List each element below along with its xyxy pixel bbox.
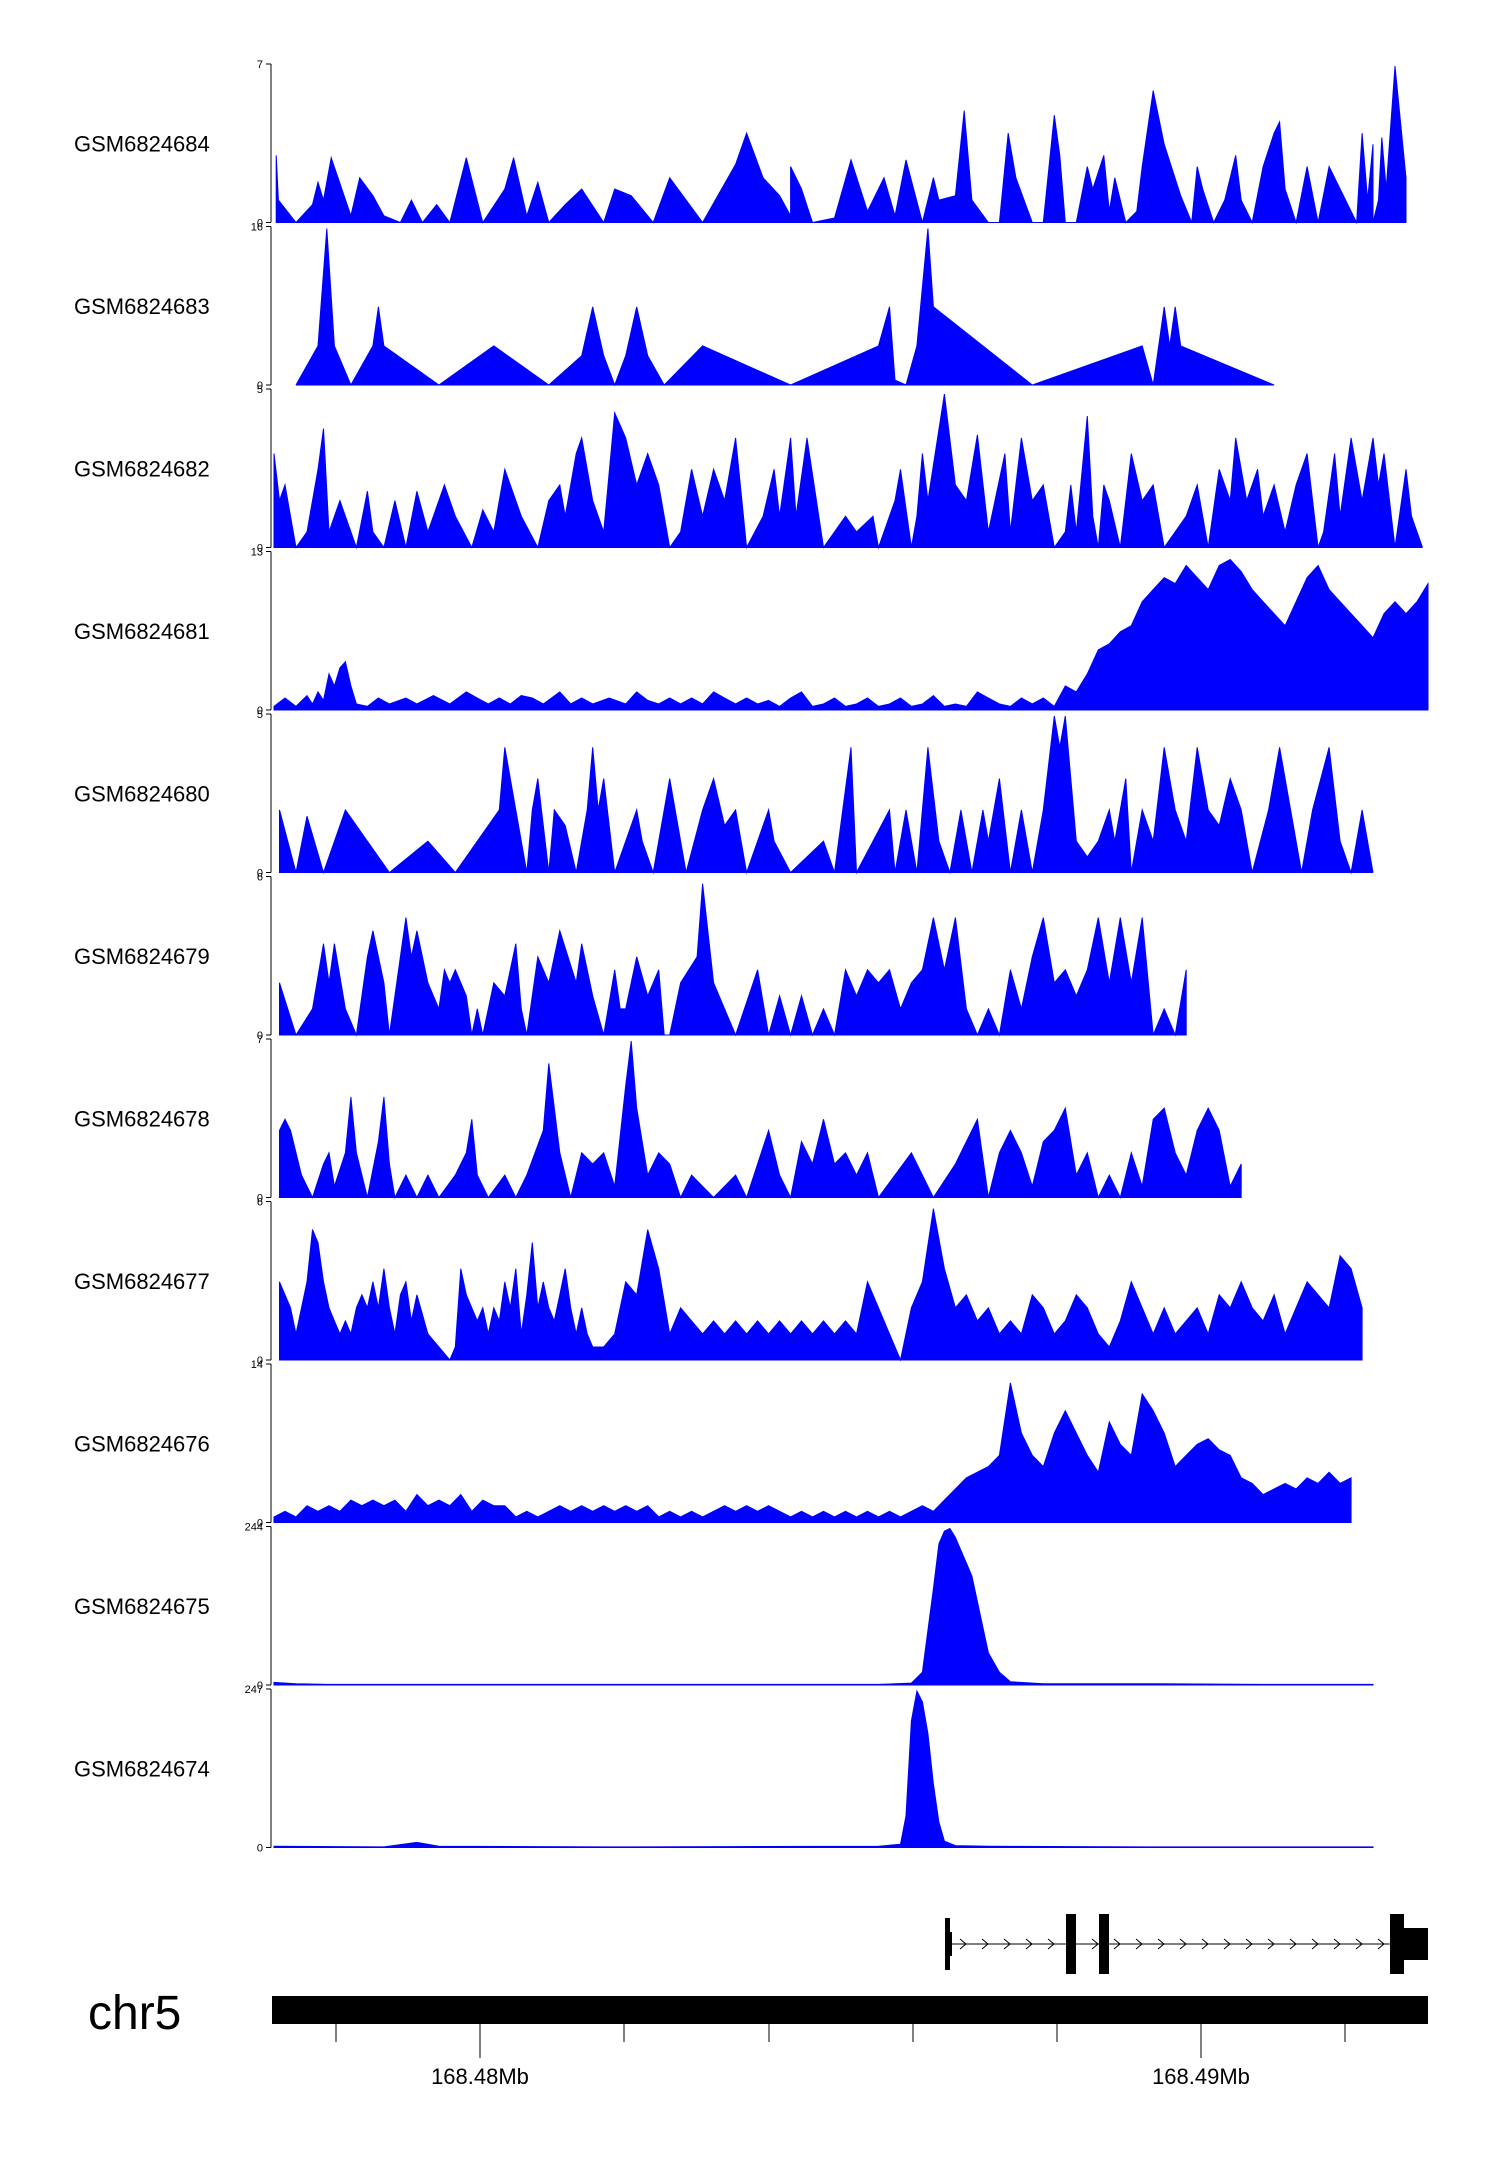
strand-arrow: [1245, 1938, 1253, 1950]
y-tick-label-max: 5: [257, 384, 263, 396]
track-label: GSM6824674: [74, 1756, 210, 1781]
signal-area: [273, 558, 1429, 711]
track-GSM6824679: GSM6824679 6 0: [74, 872, 1187, 1042]
track-GSM6824677: GSM6824677 6 0: [74, 1197, 1363, 1367]
y-tick-label-min: 0: [257, 1355, 263, 1367]
signal-area: [295, 228, 1275, 387]
track-label: GSM6824677: [74, 1269, 210, 1294]
exon: [1390, 1914, 1404, 1974]
signal-area: [278, 1208, 1363, 1362]
y-tick-label-max: 14: [251, 1359, 263, 1371]
y-tick-label-min: 0: [257, 1030, 263, 1042]
strand-arrow: [1179, 1938, 1187, 1950]
y-tick-label-max: 6: [257, 872, 263, 884]
signal-area: [275, 65, 1407, 225]
y-tick-label-min: 0: [257, 1193, 263, 1205]
strand-arrow: [1377, 1938, 1385, 1950]
signal-area: [278, 1040, 1242, 1200]
track-label: GSM6824681: [74, 619, 210, 644]
track-GSM6824676: GSM6824676 14 0: [74, 1359, 1352, 1530]
y-tick-label-max: 13: [251, 547, 263, 559]
strand-arrow: [1091, 1938, 1099, 1950]
strand-arrow: [1333, 1938, 1341, 1950]
chromosome-ideogram: chr5: [88, 1987, 1428, 2040]
signal-area: [273, 1689, 1374, 1848]
strand-arrow: [1289, 1938, 1297, 1950]
track-GSM6824682: GSM6824682 5 0: [74, 384, 1424, 555]
strand-arrow: [1135, 1938, 1143, 1950]
track-GSM6824684: GSM6824684 7 0: [74, 59, 1407, 230]
y-tick-label-max: 5: [257, 709, 263, 721]
y-tick-label-max: 247: [245, 1684, 263, 1696]
signal-area: [273, 1382, 1352, 1523]
y-tick-label-min: 0: [257, 1518, 263, 1530]
track-label: GSM6824680: [74, 781, 210, 806]
strand-arrow: [1025, 1938, 1033, 1950]
strand-arrow: [981, 1938, 989, 1950]
strand-arrow: [1267, 1938, 1275, 1950]
exon: [1099, 1914, 1109, 1974]
y-tick-label-min: 0: [257, 868, 263, 880]
y-tick-label-max: 7: [257, 59, 263, 71]
strand-arrow: [1355, 1938, 1363, 1950]
y-tick-label-max: 7: [257, 1034, 263, 1046]
signal-area: [278, 715, 1374, 875]
x-tick-label: 168.48Mb: [431, 2064, 529, 2089]
exon: [950, 1932, 952, 1956]
signal-tracks: GSM682468470GSM6824683160GSM682468250GSM…: [74, 59, 1429, 1855]
track-GSM6824683: GSM6824683 16 0: [74, 222, 1275, 392]
signal-area: [278, 883, 1187, 1037]
track-label: GSM6824679: [74, 944, 210, 969]
track-label: GSM6824682: [74, 456, 210, 481]
track-label: GSM6824678: [74, 1106, 210, 1131]
y-tick-label-max: 16: [251, 222, 263, 234]
signal-area: [273, 1527, 1374, 1686]
strand-arrow: [1311, 1938, 1319, 1950]
track-label: GSM6824675: [74, 1594, 210, 1619]
strand-arrow: [1223, 1938, 1231, 1950]
track-GSM6824674: GSM6824674 247 0: [74, 1684, 1374, 1855]
track-GSM6824675: GSM6824675 244 0: [74, 1522, 1374, 1692]
track-label: GSM6824676: [74, 1431, 210, 1456]
signal-area: [273, 394, 1424, 550]
y-tick-label-min: 0: [257, 1680, 263, 1692]
exon: [1066, 1914, 1076, 1974]
strand-arrow: [1003, 1938, 1011, 1950]
y-tick-label-max: 244: [245, 1522, 263, 1534]
y-tick-label-min: 0: [257, 380, 263, 392]
track-GSM6824678: GSM6824678 7 0: [74, 1034, 1242, 1205]
strand-arrow: [959, 1938, 967, 1950]
chromosome-bar: [272, 1996, 1428, 2024]
y-tick-label-min: 0: [257, 1843, 263, 1855]
y-tick-label-min: 0: [257, 543, 263, 555]
utr: [1404, 1928, 1428, 1960]
gene-model: [945, 1914, 1428, 1974]
x-tick-label: 168.49Mb: [1152, 2064, 1250, 2089]
genomic-x-axis: 168.48Mb 168.49Mb: [335, 2024, 1346, 2089]
y-tick-label-min: 0: [257, 218, 263, 230]
track-GSM6824681: GSM6824681 13 0: [74, 547, 1429, 717]
track-label: GSM6824683: [74, 294, 210, 319]
y-tick-label-min: 0: [257, 705, 263, 717]
exon: [945, 1918, 950, 1970]
track-GSM6824680: GSM6824680 5 0: [74, 709, 1374, 880]
strand-arrow: [1157, 1938, 1165, 1950]
strand-arrow: [1201, 1938, 1209, 1950]
strand-arrow: [1113, 1938, 1121, 1950]
track-label: GSM6824684: [74, 131, 210, 156]
chromosome-label: chr5: [88, 1987, 181, 2040]
y-tick-label-max: 6: [257, 1197, 263, 1209]
strand-arrow: [1047, 1938, 1055, 1950]
